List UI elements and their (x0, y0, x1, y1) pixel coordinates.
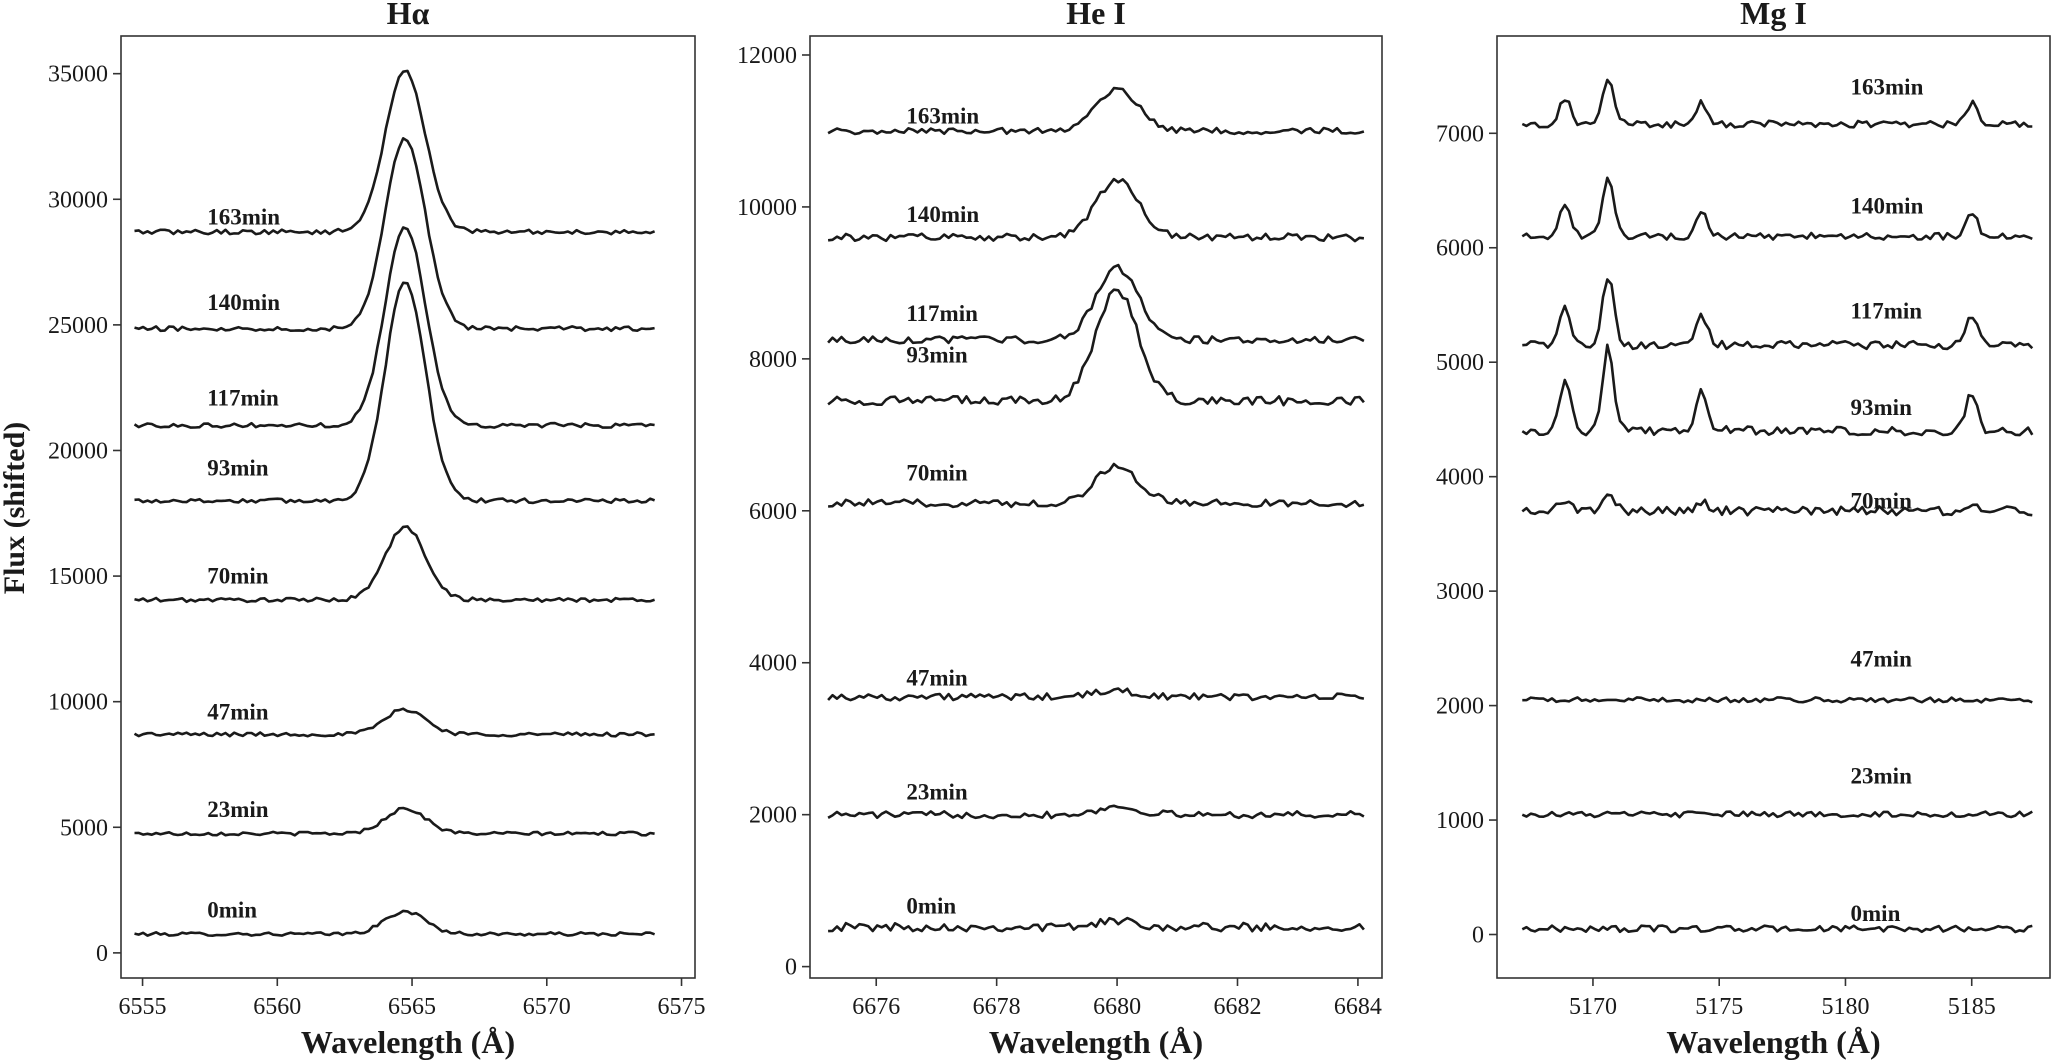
curve-label: 163min (207, 204, 280, 229)
x-tick-label: 6682 (1213, 994, 1261, 1020)
curve-label: 140min (207, 290, 280, 315)
plot-frame (120, 35, 696, 979)
figure-ylabel: Flux (shifted) (0, 422, 31, 595)
spectrum-line-117min (827, 263, 1365, 345)
curve-label: 47min (906, 666, 968, 691)
x-tick-label: 5170 (1569, 994, 1617, 1020)
curve-label: 47min (1851, 647, 1913, 672)
panel-halpha: Hα Wavelength (Å) 6555 6560 6565 6570 6575 0 500… (48, 0, 706, 1060)
y-tick-label: 10000 (737, 195, 797, 221)
x-tick-label: 5185 (1948, 994, 1996, 1020)
curve-label: 47min (207, 699, 269, 724)
y-tick-label: 3000 (1436, 579, 1484, 605)
spectrum-line-47min (1522, 696, 2033, 704)
x-tick-label: 6680 (1093, 994, 1141, 1020)
curve-label: 70min (906, 460, 968, 485)
x-axis-label: Wavelength (Å) (989, 1024, 1203, 1060)
spectrum-line-163min (827, 86, 1365, 136)
x-tick-label: 6676 (852, 994, 900, 1020)
spectrum-line-70min (828, 462, 1365, 509)
y-tick-label: 15000 (48, 564, 108, 590)
spectrum-line-23min (1521, 810, 2033, 819)
x-axis-label: Wavelength (Å) (1666, 1024, 1880, 1060)
curve-label: 0min (1851, 901, 1901, 926)
y-tick-label: 0 (1472, 923, 1484, 949)
y-tick-label: 30000 (48, 187, 108, 213)
y-tick-label: 6000 (749, 499, 797, 525)
x-axis-label: Wavelength (Å) (301, 1024, 515, 1060)
y-tick-label: 12000 (737, 43, 797, 69)
curve-label: 117min (207, 385, 279, 410)
y-tick-label: 20000 (48, 438, 108, 464)
spectrum-line-140min (827, 177, 1365, 243)
curve-label: 117min (1851, 299, 1923, 324)
spectrum-line-47min (133, 707, 655, 738)
spectrum-line-140min (134, 137, 655, 333)
y-tick-label: 25000 (48, 313, 108, 339)
x-tick-label: 6684 (1334, 994, 1382, 1020)
y-tick-label: 4000 (749, 651, 797, 677)
curve-label: 163min (1851, 74, 1924, 99)
curve-label: 23min (1851, 763, 1913, 788)
spectrum-line-93min (1521, 343, 2034, 437)
spectrum-line-117min (133, 226, 655, 429)
spectrum-line-163min (134, 69, 656, 236)
spectrum-line-0min (134, 909, 656, 938)
y-tick-label: 5000 (60, 815, 108, 841)
y-tick-label: 5000 (1436, 350, 1484, 376)
panel-title: He I (1066, 0, 1126, 31)
curve-label: 163min (906, 103, 979, 128)
curve-label: 23min (906, 779, 968, 804)
panel-mgi: Mg I Wavelength (Å) 5170 5175 5180 5185 0 1000 2… (1436, 0, 2051, 1060)
y-tick-label: 2000 (749, 803, 797, 829)
spectrum-line-23min (134, 806, 655, 837)
x-tick-label: 5175 (1695, 994, 1743, 1020)
panel-title: Hα (387, 0, 430, 31)
y-tick-label: 4000 (1436, 465, 1484, 491)
x-tick-label: 6560 (253, 994, 301, 1020)
spectrum-line-163min (1521, 78, 2033, 129)
y-tick-label: 6000 (1436, 236, 1484, 262)
panel-hei: He I Wavelength (Å) 6676 6678 6680 6682 6684 0 2… (737, 0, 1383, 1060)
x-tick-label: 6565 (388, 994, 436, 1020)
x-tick-label: 5180 (1821, 994, 1869, 1020)
panel-title: Mg I (1740, 0, 1807, 31)
spectrum-line-70min (1521, 493, 2033, 517)
y-tick-label: 8000 (749, 347, 797, 373)
curve-label: 93min (906, 343, 968, 368)
spectrum-line-93min (134, 281, 656, 505)
y-tick-label: 10000 (48, 690, 108, 716)
x-tick-label: 6575 (658, 994, 706, 1020)
x-tick-label: 6570 (523, 994, 571, 1020)
y-tick-label: 0 (96, 941, 108, 967)
spectrum-line-70min (134, 525, 655, 604)
spectrum-line-23min (827, 804, 1365, 820)
plot-frame (1496, 35, 2051, 979)
curve-label: 70min (207, 564, 269, 589)
y-tick-label: 0 (785, 955, 797, 981)
curve-label: 70min (1851, 489, 1913, 514)
spectrum-line-117min (1522, 278, 2034, 351)
spectrum-line-0min (828, 916, 1365, 933)
curve-label: 0min (207, 898, 257, 923)
curve-label: 93min (207, 456, 269, 481)
curve-label: 117min (906, 301, 978, 326)
curve-label: 140min (906, 202, 979, 227)
x-tick-label: 6555 (119, 994, 167, 1020)
spectrum-line-93min (827, 288, 1365, 407)
spectrum-line-47min (827, 687, 1365, 702)
spectrum-line-0min (1521, 924, 2033, 934)
y-tick-label: 2000 (1436, 694, 1484, 720)
curve-label: 0min (906, 893, 956, 918)
curve-label: 23min (207, 797, 269, 822)
y-tick-label: 35000 (48, 62, 108, 88)
curve-label: 140min (1851, 193, 1924, 218)
x-tick-label: 6678 (973, 994, 1021, 1020)
plot-frame (809, 35, 1383, 979)
y-tick-label: 1000 (1436, 808, 1484, 834)
spectrum-line-140min (1521, 176, 2033, 241)
curve-label: 93min (1851, 395, 1913, 420)
y-tick-label: 7000 (1436, 121, 1484, 147)
